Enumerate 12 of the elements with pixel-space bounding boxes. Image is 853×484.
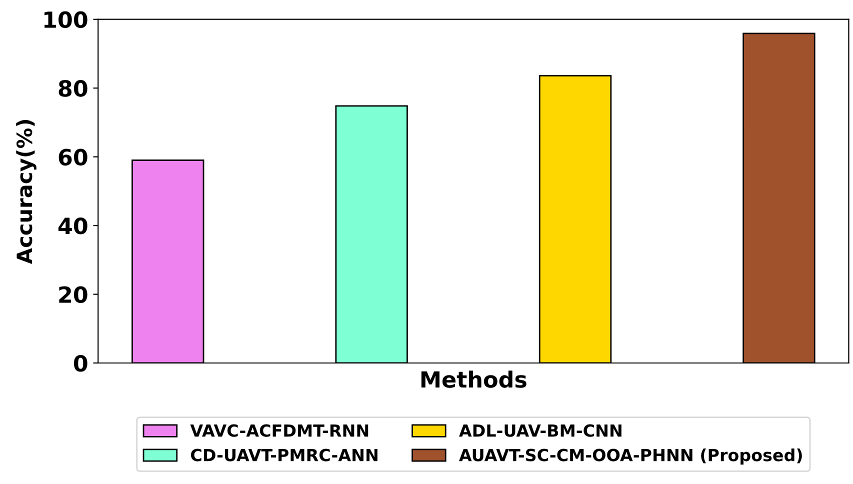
y-tick-label: 60 [58,148,88,166]
y-tick-label: 100 [44,11,88,28]
y-axis-title: Accuracy(%) [16,120,36,264]
y-tick-label: 20 [59,286,88,304]
y-tick-label: 0 [74,354,88,372]
legend-label: AUAVT-SC-CM-OOA-PHNN (Proposed) [459,448,802,465]
legend-label: ADL-UAV-BM-CNN [459,424,622,437]
legend-label: CD-UAVT-PMRC-ANN [191,448,378,462]
x-axis-title: Methods [421,370,526,388]
y-tick-label: 80 [58,80,88,97]
y-tick-label: 40 [58,217,88,234]
legend-label: VAVC-ACFDMT-RNN [190,424,368,437]
